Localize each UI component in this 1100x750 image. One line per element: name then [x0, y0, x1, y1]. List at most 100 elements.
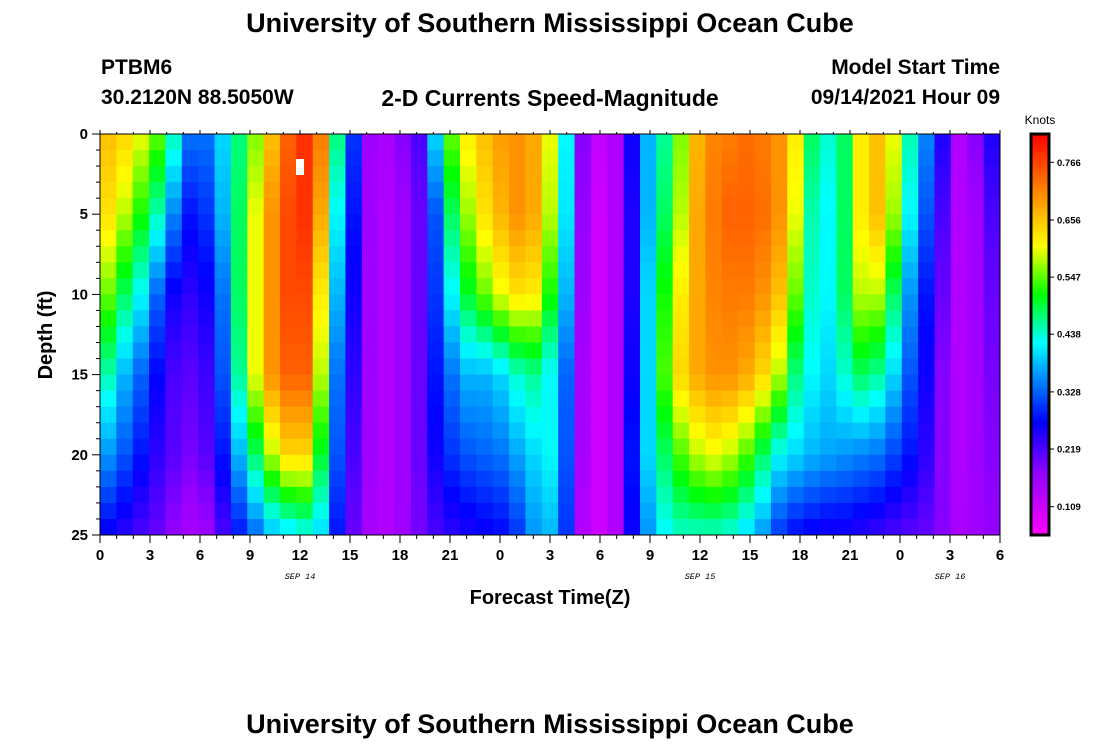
colorbar-tick-label: 0.766: [1057, 158, 1081, 169]
heatmap-cell: [541, 406, 559, 424]
heatmap-cell: [100, 342, 118, 360]
heatmap-cell: [198, 358, 216, 376]
heatmap-cell: [280, 374, 298, 392]
heatmap-cell: [149, 134, 167, 151]
heatmap-cell: [378, 294, 396, 312]
heatmap-cell: [492, 166, 510, 183]
heatmap-cell: [410, 486, 429, 504]
heatmap-cell: [312, 166, 330, 183]
heatmap-cell: [967, 182, 985, 199]
heatmap-cell: [590, 166, 609, 183]
heatmap-cell: [198, 166, 216, 183]
heatmap-cell: [574, 470, 592, 488]
heatmap-cell: [689, 182, 707, 199]
heatmap-cell: [296, 246, 314, 264]
heatmap-cell: [738, 390, 756, 408]
y-axis-label: Depth (ft): [35, 291, 57, 380]
heatmap-cell: [721, 182, 739, 199]
heatmap-cell: [574, 310, 592, 328]
heatmap-cell: [967, 230, 985, 248]
heatmap-cell: [836, 182, 854, 199]
heatmap-cell: [443, 262, 461, 280]
heatmap-cell: [263, 166, 281, 183]
heatmap-cell: [901, 230, 919, 248]
heatmap-cell: [607, 502, 625, 520]
heatmap-cell: [214, 198, 232, 215]
colorbar: [1029, 132, 1051, 537]
heatmap-cell: [410, 294, 429, 312]
heatmap-cell: [721, 374, 739, 392]
heatmap-cell: [934, 358, 952, 376]
heatmap-cell: [230, 406, 249, 424]
heatmap-cell: [443, 422, 461, 440]
heatmap-cell: [181, 358, 199, 376]
heatmap-cell: [460, 486, 478, 504]
heatmap-cell: [689, 166, 707, 183]
heatmap-cell: [312, 502, 330, 520]
heatmap-cell: [803, 470, 821, 488]
heatmap-cell: [100, 214, 118, 232]
heatmap-cell: [181, 454, 199, 472]
heatmap-cell: [394, 342, 412, 360]
heatmap-cell: [901, 134, 919, 151]
heatmap-cell: [247, 150, 265, 167]
heatmap-cell: [918, 342, 936, 360]
heatmap-cell: [656, 326, 674, 344]
heatmap-cell: [852, 294, 870, 312]
heatmap-cell: [640, 230, 658, 248]
heatmap-cell: [590, 326, 609, 344]
heatmap-cell: [378, 150, 396, 167]
heatmap-cell: [623, 214, 641, 232]
heatmap-cell: [181, 150, 199, 167]
heatmap-cell: [869, 406, 887, 424]
heatmap-cell: [443, 406, 461, 424]
heatmap-cell: [263, 198, 281, 215]
heatmap-cell: [705, 326, 723, 344]
heatmap-cell: [836, 438, 854, 456]
heatmap-cell: [640, 198, 658, 215]
x-tick-label: 9: [246, 547, 254, 564]
heatmap-cell: [901, 326, 919, 344]
heatmap-cell: [460, 326, 478, 344]
heatmap-cell: [787, 262, 805, 280]
heatmap-cell: [721, 134, 739, 151]
heatmap-cell: [280, 262, 298, 280]
heatmap-cell: [967, 310, 985, 328]
heatmap-cell: [247, 438, 265, 456]
heatmap-cell: [885, 150, 903, 167]
heatmap-cell: [165, 166, 183, 183]
heatmap-cell: [836, 358, 854, 376]
heatmap-cell: [820, 470, 838, 488]
heatmap-cell: [116, 166, 134, 183]
heatmap-cell: [410, 182, 429, 199]
heatmap-cell: [410, 438, 429, 456]
heatmap-cell: [427, 342, 445, 360]
heatmap-cell: [476, 470, 494, 488]
heatmap-cell: [934, 342, 952, 360]
heatmap-cell: [705, 502, 723, 520]
heatmap-cell: [361, 390, 379, 408]
heatmap-cell: [230, 486, 249, 504]
heatmap-cell: [214, 422, 232, 440]
heatmap-cell: [705, 422, 723, 440]
heatmap-cell: [672, 198, 690, 215]
heatmap-cell: [116, 214, 134, 232]
heatmap-cell: [787, 406, 805, 424]
heatmap-cell: [280, 438, 298, 456]
heatmap-cell: [476, 182, 494, 199]
heatmap-cell: [460, 342, 478, 360]
heatmap-cell: [738, 230, 756, 248]
heatmap-cell: [394, 278, 412, 296]
heatmap-cell: [263, 214, 281, 232]
heatmap-cell: [132, 262, 150, 280]
heatmap-cell: [820, 518, 838, 535]
heatmap-cell: [918, 182, 936, 199]
heatmap-cell: [312, 438, 330, 456]
heatmap-cell: [476, 134, 494, 151]
heatmap-cell: [885, 406, 903, 424]
y-tick-label: 0: [80, 126, 88, 143]
heatmap-cell: [361, 198, 379, 215]
y-tick-label: 25: [71, 527, 88, 544]
heatmap-cell: [181, 422, 199, 440]
heatmap-cell: [836, 150, 854, 167]
